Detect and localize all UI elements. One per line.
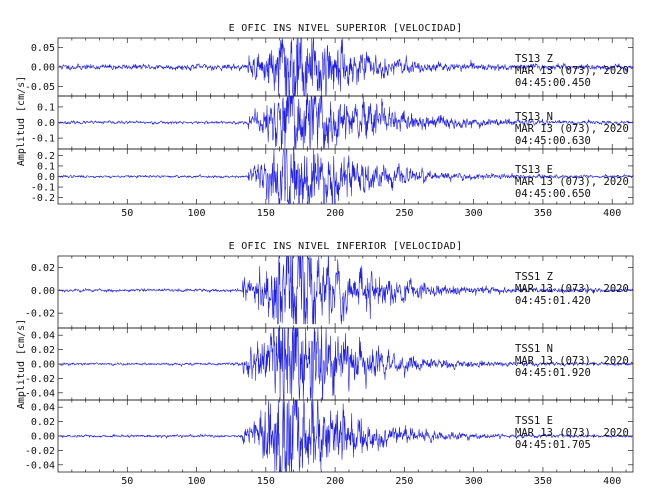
x-tick-label: 50 xyxy=(121,208,133,219)
station-component-label: TS13 Z xyxy=(515,53,553,65)
chart-title: E OFIC INS NIVEL SUPERIOR [VELOCIDAD] xyxy=(229,23,463,34)
y-tick-label: 0.00 xyxy=(31,286,55,297)
y-tick-label: 0.00 xyxy=(31,432,55,443)
y-tick-label: -0.1 xyxy=(31,183,55,194)
waveform-trace xyxy=(59,149,634,204)
x-tick-label: 350 xyxy=(534,476,552,487)
y-tick-label: 0.00 xyxy=(31,360,55,371)
trace-time-label: 04:45:01.920 xyxy=(515,367,591,379)
trace-date-label: MAR 13 (073), 2020 xyxy=(515,65,629,77)
x-tick-label: 200 xyxy=(326,476,344,487)
y-tick-label: 0.0 xyxy=(37,172,55,183)
station-component-label: TSS1 Z xyxy=(515,271,553,283)
x-tick-label: 250 xyxy=(395,208,413,219)
x-tick-label: 100 xyxy=(188,208,206,219)
waveform-trace xyxy=(59,328,633,400)
x-tick-label: 300 xyxy=(465,208,483,219)
y-tick-label: 0.1 xyxy=(37,161,55,172)
x-tick-label: 150 xyxy=(257,208,275,219)
x-tick-label: 150 xyxy=(257,476,275,487)
y-tick-label: 0.02 xyxy=(31,417,55,428)
x-tick-label: 400 xyxy=(603,208,621,219)
y-tick-label: 0.0 xyxy=(37,118,55,129)
y-tick-label: -0.04 xyxy=(25,388,55,399)
y-tick-label: -0.04 xyxy=(25,460,55,471)
x-tick-label: 100 xyxy=(188,476,206,487)
y-tick-label: -0.02 xyxy=(25,374,55,385)
y-tick-label: 0.00 xyxy=(31,63,55,74)
station-component-label: TSS1 E xyxy=(515,415,553,427)
station-component-label: TSS1 N xyxy=(515,343,553,355)
y-axis-label: Amplitud [cm/s] xyxy=(16,76,27,166)
trace-date-label: MAR 13 (073), 2020 xyxy=(515,176,629,188)
trace-date-label: MAR 13 (073), 2020 xyxy=(515,283,629,295)
y-tick-label: -0.02 xyxy=(25,309,55,320)
trace-time-label: 04:45:01.420 xyxy=(515,295,591,307)
y-tick-label: 0.2 xyxy=(37,151,55,162)
y-tick-label: -0.1 xyxy=(31,134,55,145)
station-component-label: TS13 N xyxy=(515,111,553,123)
x-tick-label: 400 xyxy=(603,476,621,487)
y-tick-label: 0.05 xyxy=(31,43,55,54)
y-tick-label: -0.2 xyxy=(31,193,55,204)
chart-title: E OFIC INS NIVEL INFERIOR [VELOCIDAD] xyxy=(229,241,463,252)
x-tick-label: 300 xyxy=(465,476,483,487)
y-axis-label: Amplitud [cm/s] xyxy=(16,319,27,409)
y-tick-label: 0.04 xyxy=(31,403,55,414)
chart-group-1: E OFIC INS NIVEL SUPERIOR [VELOCIDAD] Amp… xyxy=(16,23,634,219)
waveform-trace xyxy=(59,96,634,149)
x-tick-label: 50 xyxy=(121,476,133,487)
y-tick-label: -0.02 xyxy=(25,446,55,457)
trace-date-label: MAR 13 (073), 2020 xyxy=(515,355,629,367)
y-tick-label: 0.1 xyxy=(37,102,55,113)
chart-group-2: E OFIC INS NIVEL INFERIOR [VELOCIDAD] Amp… xyxy=(16,241,634,487)
trace-date-label: MAR 13 (073), 2020 xyxy=(515,427,629,439)
x-tick-label: 350 xyxy=(534,208,552,219)
waveform-trace xyxy=(59,400,633,472)
trace-date-label: MAR 13 (073), 2020 xyxy=(515,123,629,135)
waveform-trace xyxy=(59,38,634,96)
trace-time-label: 04:45:00.630 xyxy=(515,135,591,147)
x-tick-label: 200 xyxy=(326,208,344,219)
station-component-label: TS13 E xyxy=(515,164,553,176)
trace-time-label: 04:45:00.450 xyxy=(515,77,591,89)
y-tick-label: -0.05 xyxy=(25,82,55,93)
y-tick-label: 0.02 xyxy=(31,345,55,356)
trace-time-label: 04:45:00.650 xyxy=(515,188,591,200)
y-tick-label: 0.04 xyxy=(31,331,55,342)
trace-time-label: 04:45:01.705 xyxy=(515,439,591,451)
x-tick-label: 250 xyxy=(395,476,413,487)
y-tick-label: 0.02 xyxy=(31,263,55,274)
waveform-trace xyxy=(59,256,633,325)
